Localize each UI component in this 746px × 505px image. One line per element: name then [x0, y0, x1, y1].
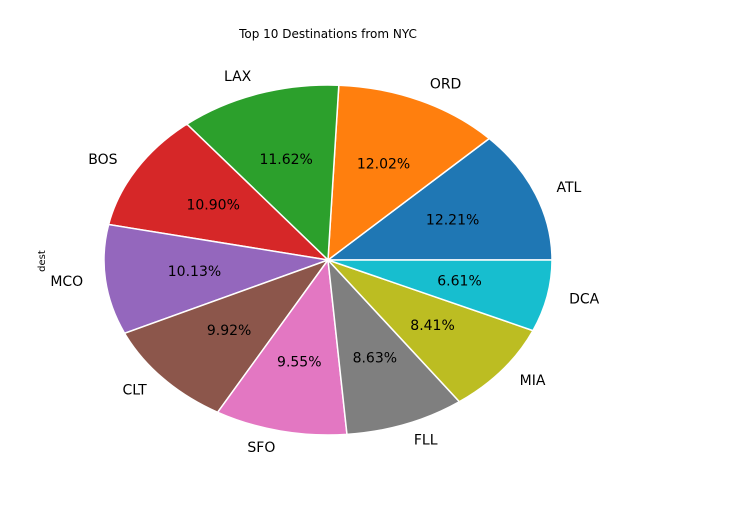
slice-label-mia: MIA	[520, 373, 546, 389]
slice-label-sfo: SFO	[247, 440, 275, 456]
chart-title: Top 10 Destinations from NYC	[238, 27, 417, 41]
slice-percent-mco: 10.13%	[168, 264, 221, 280]
slice-label-atl: ATL	[556, 180, 581, 196]
slice-percent-bos: 10.90%	[186, 197, 239, 213]
slice-percent-atl: 12.21%	[426, 213, 479, 229]
slice-label-ord: ORD	[430, 77, 462, 93]
pie-slice-clt	[123, 259, 329, 414]
pie-slice-ord	[327, 84, 490, 261]
y-axis-label: dest	[37, 250, 48, 272]
pie-slice-lax	[186, 84, 340, 261]
pie-slice-mia	[327, 259, 534, 403]
pie-slice-bos	[107, 123, 329, 261]
slice-label-clt: CLT	[122, 382, 147, 398]
slice-percent-dca: 6.61%	[437, 274, 481, 290]
slice-label-lax: LAX	[224, 69, 252, 85]
pie-slice-dca	[327, 259, 553, 332]
slice-label-bos: BOS	[88, 152, 117, 168]
pie-slice-fll	[327, 259, 461, 436]
slice-label-mco: MCO	[50, 274, 83, 290]
slice-percent-ord: 12.02%	[357, 156, 410, 172]
pie-slices	[103, 84, 553, 436]
pie-slice-sfo	[216, 259, 348, 436]
slice-percent-lax: 11.62%	[259, 152, 312, 168]
slice-label-dca: DCA	[569, 292, 600, 308]
slice-label-fll: FLL	[414, 432, 438, 448]
slice-percent-clt: 9.92%	[207, 323, 251, 339]
slice-percent-mia: 8.41%	[410, 318, 454, 334]
slice-percent-sfo: 9.55%	[277, 355, 321, 371]
pie-slice-atl	[327, 137, 553, 261]
pie-slice-mco	[103, 223, 329, 335]
pie-labels: ATL 12.21% ORD 12.02% LAX 11.62% BOS 10.90% MCO 1…	[50, 69, 599, 456]
slice-percent-fll: 8.63%	[353, 350, 397, 366]
